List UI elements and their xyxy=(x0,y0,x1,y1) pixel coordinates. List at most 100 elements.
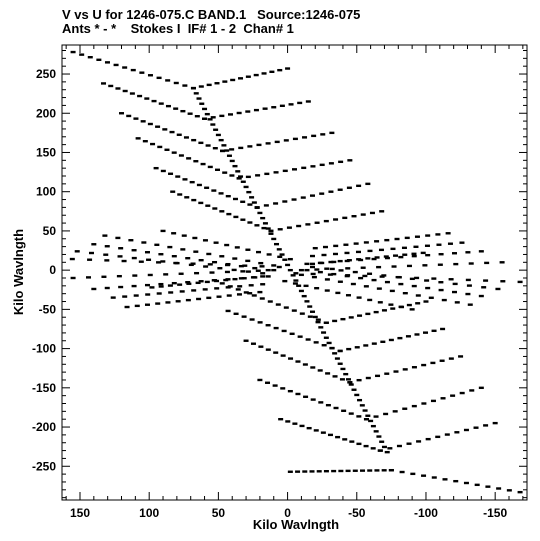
data-point xyxy=(160,260,166,263)
data-point xyxy=(441,298,447,302)
data-point xyxy=(101,275,107,278)
data-point xyxy=(406,442,412,445)
data-point xyxy=(233,215,239,219)
data-point xyxy=(253,108,259,112)
data-point xyxy=(240,218,246,221)
data-point xyxy=(229,159,235,163)
data-point xyxy=(337,188,343,191)
data-point xyxy=(175,175,181,178)
data-point xyxy=(194,115,200,118)
axis-ticks xyxy=(62,45,527,500)
data-point xyxy=(347,381,353,384)
data-point xyxy=(365,376,371,380)
data-point xyxy=(288,357,294,360)
data-point xyxy=(225,278,231,281)
data-point xyxy=(328,190,334,193)
data-point xyxy=(277,68,283,72)
data-point xyxy=(260,272,266,275)
data-point xyxy=(360,213,366,216)
data-point xyxy=(243,291,249,294)
data-point xyxy=(356,258,362,261)
data-point xyxy=(182,84,188,87)
data-point xyxy=(295,392,301,396)
data-point xyxy=(269,70,275,74)
visibility-points xyxy=(69,50,523,494)
data-point xyxy=(307,305,313,308)
data-point xyxy=(142,140,148,143)
data-point xyxy=(173,81,179,85)
data-point xyxy=(86,276,92,279)
data-point xyxy=(158,102,164,105)
data-point xyxy=(344,251,350,255)
data-point xyxy=(367,298,373,302)
data-point xyxy=(438,253,444,256)
data-point xyxy=(235,170,241,173)
data-point xyxy=(305,100,311,103)
data-point xyxy=(506,489,512,492)
data-point xyxy=(168,172,174,175)
data-point xyxy=(465,292,471,296)
y-axis-title: Kilo Wavlngth xyxy=(11,229,26,315)
data-point xyxy=(276,265,282,269)
data-point xyxy=(435,233,441,236)
data-point xyxy=(371,278,377,282)
data-point xyxy=(316,470,322,473)
data-point xyxy=(352,469,358,472)
data-point xyxy=(352,270,358,274)
data-point xyxy=(233,312,239,315)
data-point xyxy=(187,112,193,115)
data-point xyxy=(131,284,137,288)
data-point xyxy=(253,73,259,77)
data-point xyxy=(259,297,265,300)
data-point xyxy=(332,319,338,323)
y-tick-labels: 250 200 150 100 50 0 -50 -100 -150 -200 -250 xyxy=(32,67,56,473)
data-point xyxy=(439,359,445,362)
data-point xyxy=(189,180,195,184)
data-point xyxy=(468,262,474,265)
data-point xyxy=(262,222,268,225)
data-point xyxy=(205,204,211,207)
data-point xyxy=(303,284,309,288)
data-point xyxy=(337,349,343,353)
data-point xyxy=(319,192,325,195)
data-point xyxy=(118,285,124,289)
data-point xyxy=(273,202,279,205)
data-point xyxy=(292,137,298,141)
data-point xyxy=(265,227,271,230)
data-point xyxy=(322,245,328,249)
data-point xyxy=(463,428,469,432)
data-point xyxy=(424,279,430,282)
data-point xyxy=(126,114,132,118)
data-point xyxy=(266,253,272,256)
data-point xyxy=(171,232,177,235)
data-point xyxy=(255,269,261,272)
data-point xyxy=(218,138,224,142)
data-point xyxy=(283,306,289,309)
data-point xyxy=(272,384,278,387)
data-point xyxy=(205,144,211,147)
data-point xyxy=(198,280,204,283)
data-point xyxy=(280,354,286,357)
data-point xyxy=(219,210,225,213)
data-point xyxy=(194,271,200,275)
data-point xyxy=(117,255,123,258)
data-point xyxy=(340,317,346,321)
data-point xyxy=(232,197,238,201)
data-point xyxy=(445,232,451,235)
data-point xyxy=(293,272,299,275)
data-point xyxy=(232,257,238,260)
data-point xyxy=(421,363,427,367)
data-point xyxy=(495,287,501,291)
data-point xyxy=(132,274,138,277)
data-point xyxy=(202,239,208,242)
data-point xyxy=(211,189,217,192)
data-point xyxy=(331,272,337,276)
data-point xyxy=(463,481,469,485)
data-point xyxy=(309,310,315,313)
data-point xyxy=(122,295,128,298)
data-point xyxy=(354,346,360,349)
data-point xyxy=(421,474,427,477)
data-point xyxy=(202,117,208,120)
data-point xyxy=(225,194,231,198)
data-point xyxy=(220,149,226,153)
